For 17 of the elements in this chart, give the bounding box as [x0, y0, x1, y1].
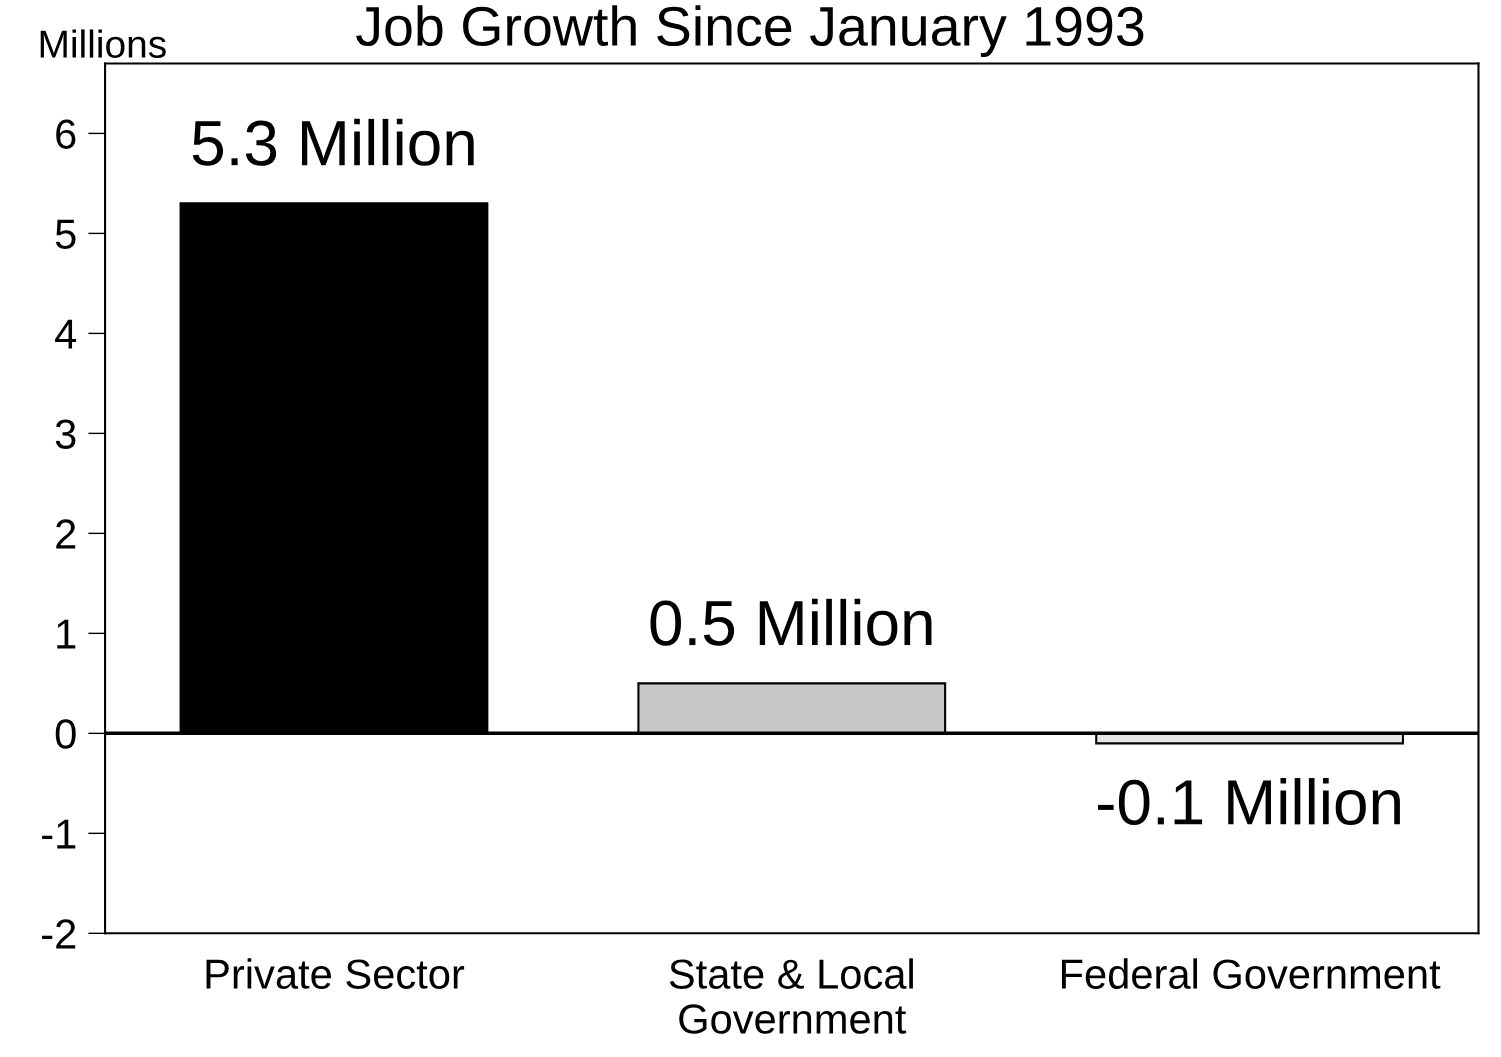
y-tick-label: -2 — [42, 919, 76, 949]
y-tick-label: 2 — [56, 519, 76, 549]
y-tick-label: -1 — [42, 819, 76, 849]
y-tick-label: 1 — [57, 619, 76, 649]
data-label: 0.5 Million — [650, 598, 932, 646]
y-tick-label: 5 — [55, 219, 76, 249]
y-tick-label: 6 — [56, 119, 76, 149]
y-tick-label: 0 — [55, 719, 76, 749]
y-axis-title: Millions — [40, 29, 166, 58]
data-label: -0.1 Million — [1097, 778, 1400, 825]
data-label: 5.3 Million — [192, 118, 474, 166]
y-tick-label: 3 — [55, 419, 76, 449]
x-tick-label: State & Local Government — [669, 958, 913, 1034]
x-tick-label: Federal Government — [1061, 958, 1441, 989]
x-tick-label: Private Sector — [206, 958, 465, 989]
y-tick-label: 4 — [55, 319, 77, 349]
chart-title: Job Growth Since January 1993 — [356, 5, 1144, 58]
